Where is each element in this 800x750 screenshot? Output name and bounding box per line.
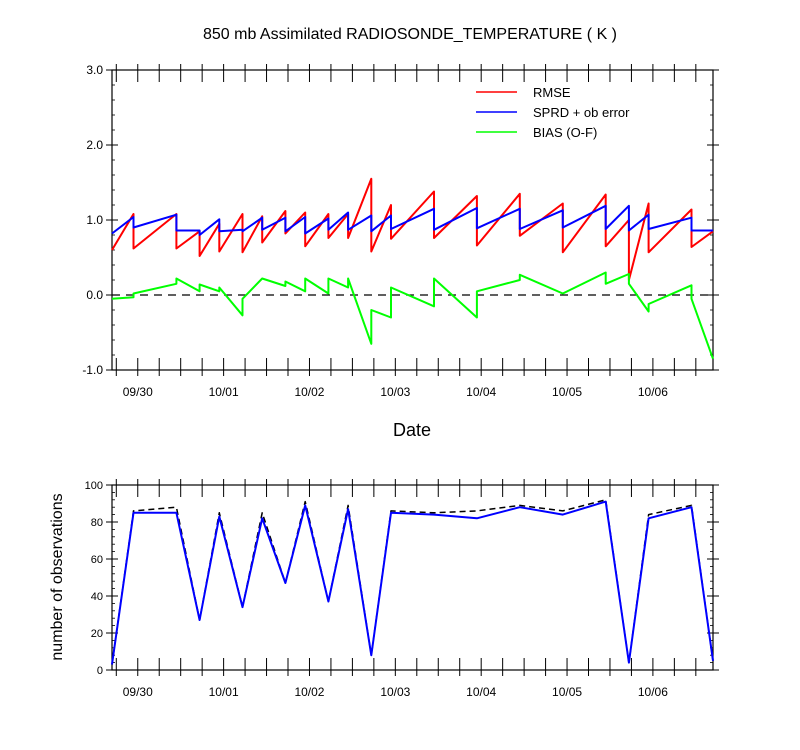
legend-label-sprd: SPRD + ob error xyxy=(533,105,630,120)
bottom-y-tick-label: 40 xyxy=(91,591,103,603)
bottom-series-assimilated xyxy=(111,500,714,665)
top-x-tick-label: 10/04 xyxy=(466,385,496,399)
bottom-y-tick-label: 20 xyxy=(91,628,103,640)
bottom-x-tick-label: 10/02 xyxy=(294,685,324,699)
top-panel: 850 mb Assimilated RADIOSONDE_TEMPERATUR… xyxy=(82,26,719,440)
bottom-x-tick-label: 10/06 xyxy=(638,685,668,699)
top-x-tick-label: 10/05 xyxy=(552,385,582,399)
bottom-y-tick-label: 100 xyxy=(85,480,103,492)
top-y-tick-label: 2.0 xyxy=(86,138,103,152)
x-axis-label: Date xyxy=(393,420,431,440)
top-x-tick-label: 10/01 xyxy=(209,385,239,399)
top-x-tick-label: 09/30 xyxy=(123,385,153,399)
bottom-y-tick-label: 80 xyxy=(91,517,103,529)
bottom-x-tick-label: 09/30 xyxy=(123,685,153,699)
bottom-y-tick-label: 0 xyxy=(97,665,103,677)
y-axis-label-observations: number of observations xyxy=(49,493,66,660)
top-series-sprd-ob-error xyxy=(111,204,713,236)
top-series-rmse xyxy=(111,177,714,281)
bottom-plot-frame xyxy=(111,484,714,671)
top-series-bias-o-f- xyxy=(111,271,714,360)
chart-title: 850 mb Assimilated RADIOSONDE_TEMPERATUR… xyxy=(203,26,617,43)
legend-label-rmse: RMSE xyxy=(533,85,571,100)
top-ticks: -1.0 0.0 1.0 2.0 3.0 09/30 10/01 10/02 10/03 10/0… xyxy=(82,63,719,399)
bottom-series-lines xyxy=(111,499,714,665)
bottom-x-tick-label: 10/04 xyxy=(466,685,496,699)
legend-label-bias: BIAS (O-F) xyxy=(533,125,597,140)
top-y-tick-label: 3.0 xyxy=(86,63,103,77)
top-x-tick-label: 10/06 xyxy=(638,385,668,399)
top-legend: RMSE SPRD + ob error BIAS (O-F) xyxy=(476,85,630,140)
bottom-x-tick-label: 10/03 xyxy=(380,685,410,699)
bottom-x-tick-label: 10/05 xyxy=(552,685,582,699)
bottom-x-tick-label: 10/01 xyxy=(209,685,239,699)
top-y-tick-label: 0.0 xyxy=(86,288,103,302)
top-y-tick-label: -1.0 xyxy=(82,363,103,377)
bottom-y-tick-label: 60 xyxy=(91,554,103,566)
top-x-tick-label: 10/02 xyxy=(294,385,324,399)
top-series-lines xyxy=(111,177,714,360)
top-x-tick-label: 10/03 xyxy=(380,385,410,399)
top-y-tick-label: 1.0 xyxy=(86,213,103,227)
bottom-panel: 0 20 40 60 80 100 09/30 10/01 10/02 10/03 10/04 10/… xyxy=(49,479,719,699)
